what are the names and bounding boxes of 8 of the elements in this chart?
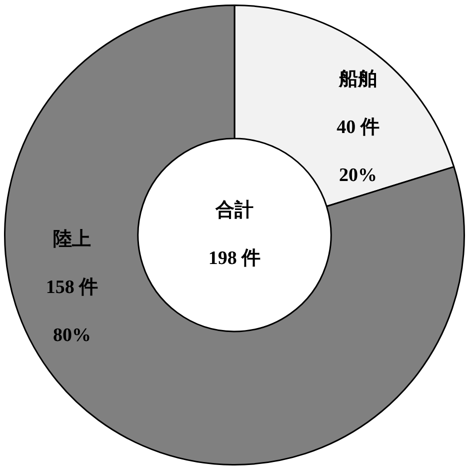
slice-label: 船舶	[338, 68, 377, 90]
text: 198 件	[208, 248, 261, 269]
slice-label: 陸上	[53, 228, 91, 250]
text: 20%	[339, 164, 377, 186]
text: 合計	[214, 198, 254, 221]
data-label: 40 件	[336, 116, 380, 138]
data-label: 158 件	[46, 276, 98, 298]
text: 80%	[53, 324, 91, 346]
